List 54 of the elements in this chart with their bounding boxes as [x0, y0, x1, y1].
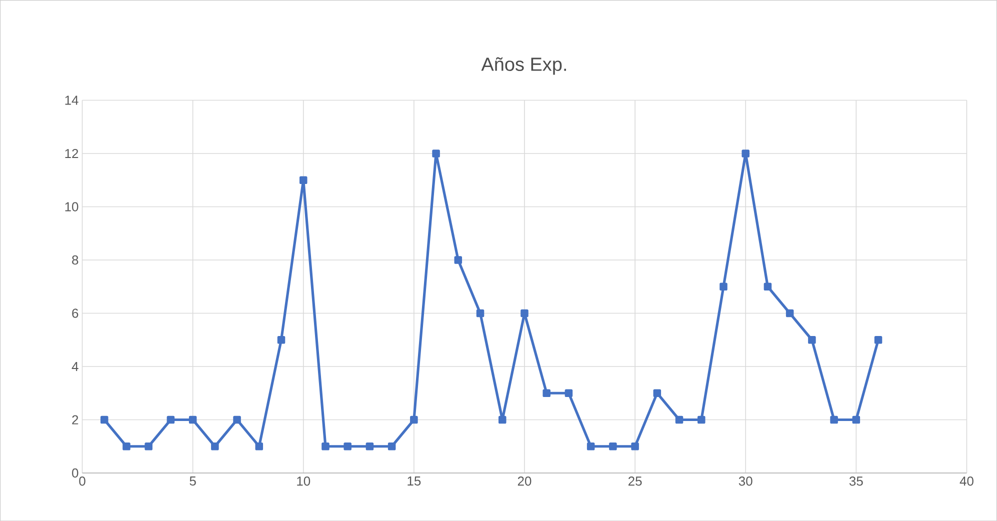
point [498, 416, 506, 424]
point [698, 416, 706, 424]
point [564, 389, 573, 397]
point [410, 416, 418, 424]
x-tick-label: 0 [79, 476, 86, 486]
point [344, 442, 352, 450]
y-tick-label: 2 [72, 415, 78, 424]
point [586, 442, 595, 450]
point [476, 309, 484, 317]
y-tick-label: 6 [72, 308, 78, 318]
point [255, 442, 264, 450]
x-tick-label: 40 [960, 476, 974, 486]
x-tick-label: 25 [628, 476, 642, 486]
x-tick-label: 20 [518, 476, 532, 486]
point [520, 309, 528, 317]
y-tick-label: 14 [65, 96, 78, 105]
y-tick-label: 8 [72, 255, 78, 264]
point [100, 416, 108, 424]
x-tick-label: 5 [190, 476, 196, 486]
point [366, 442, 374, 450]
point [808, 336, 816, 344]
y-tick-label: 10 [65, 202, 78, 212]
point [166, 416, 175, 424]
point [720, 282, 728, 290]
point [233, 416, 241, 424]
point [631, 442, 639, 450]
point [211, 442, 219, 450]
x-tick-label: 30 [738, 476, 752, 486]
x-tick-label: 10 [297, 476, 310, 486]
chart-title: Años Exp. [481, 57, 566, 75]
x-tick-label: 15 [408, 476, 421, 486]
x-tick-label: 35 [849, 476, 863, 486]
point [874, 336, 882, 344]
point [742, 149, 750, 158]
point [299, 176, 308, 184]
point [764, 282, 772, 290]
point [188, 416, 197, 424]
point [277, 336, 286, 344]
point [144, 442, 152, 450]
point [454, 256, 462, 264]
y-tick-label: 0 [72, 468, 78, 478]
y-tick-label: 4 [72, 362, 78, 371]
y-tick-label: 12 [65, 148, 78, 158]
point [432, 149, 440, 158]
point [852, 416, 860, 424]
point [830, 416, 838, 424]
point [388, 442, 396, 450]
point [322, 442, 330, 450]
point [675, 416, 684, 424]
point [542, 389, 550, 397]
point [653, 389, 662, 397]
point [786, 309, 794, 317]
point [122, 442, 130, 450]
point [609, 442, 617, 450]
